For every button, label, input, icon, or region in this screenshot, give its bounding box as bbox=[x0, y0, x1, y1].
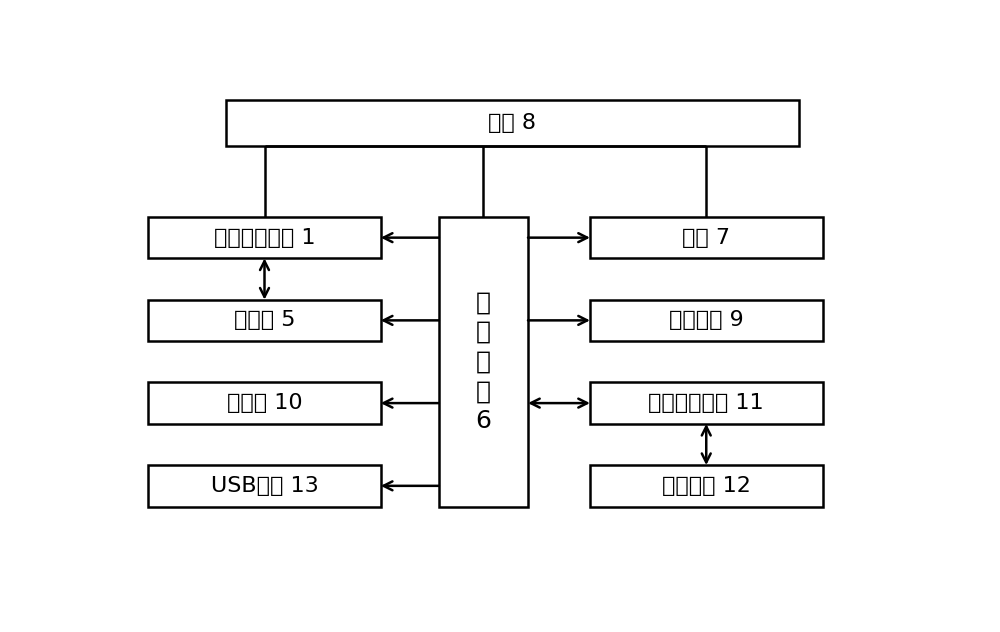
Bar bbox=[226, 100, 799, 147]
Bar bbox=[590, 465, 822, 506]
Text: 电扇 7: 电扇 7 bbox=[682, 228, 730, 248]
Text: 无线通讯模块 11: 无线通讯模块 11 bbox=[648, 393, 764, 413]
Bar bbox=[148, 217, 381, 258]
Text: 碳纤维加热板 1: 碳纤维加热板 1 bbox=[214, 228, 315, 248]
Text: 温控器 5: 温控器 5 bbox=[234, 310, 295, 331]
Bar bbox=[148, 300, 381, 341]
Bar bbox=[590, 300, 822, 341]
Text: 电源 8: 电源 8 bbox=[488, 113, 536, 133]
Bar bbox=[148, 382, 381, 424]
Bar bbox=[590, 382, 822, 424]
Text: USB接口 13: USB接口 13 bbox=[211, 476, 318, 496]
Text: 控
制
模
块
6: 控 制 模 块 6 bbox=[475, 290, 491, 433]
Text: 影音模块 9: 影音模块 9 bbox=[669, 310, 744, 331]
Text: 存储器 10: 存储器 10 bbox=[227, 393, 302, 413]
Text: 智能终端 12: 智能终端 12 bbox=[662, 476, 751, 496]
Bar bbox=[439, 217, 528, 506]
Bar bbox=[148, 465, 381, 506]
Bar bbox=[590, 217, 822, 258]
